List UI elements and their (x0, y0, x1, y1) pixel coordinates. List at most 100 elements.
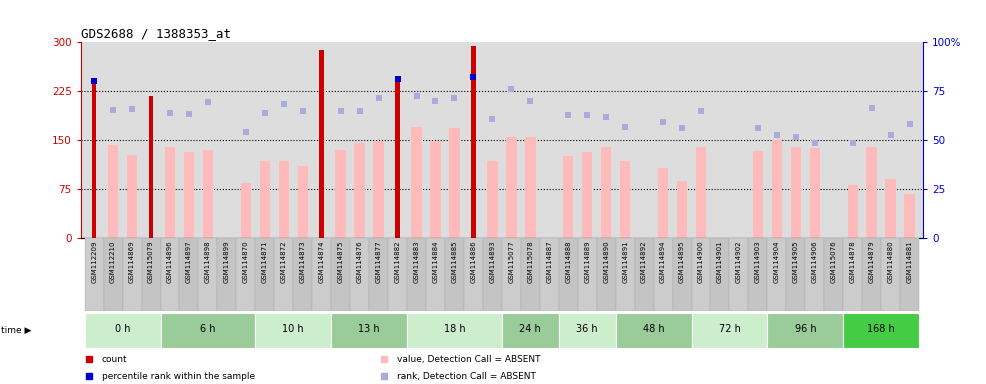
Text: GSM114906: GSM114906 (811, 240, 817, 283)
Bar (806, 238, 824, 311)
Bar (198, 238, 217, 311)
Bar (904, 194, 915, 238)
Bar (203, 150, 213, 238)
Bar (672, 238, 691, 311)
Bar (464, 238, 483, 311)
Bar (615, 313, 691, 348)
Bar (885, 179, 896, 238)
Bar (407, 313, 502, 348)
Bar (848, 185, 858, 238)
Text: GSM114876: GSM114876 (357, 240, 363, 283)
Bar (620, 161, 630, 238)
Bar (691, 238, 711, 311)
Text: 72 h: 72 h (719, 324, 740, 334)
Text: 0 h: 0 h (114, 324, 130, 334)
Bar (445, 238, 464, 311)
Text: GSM112210: GSM112210 (110, 240, 116, 283)
Bar (506, 137, 517, 238)
Bar (142, 238, 161, 311)
Text: GSM115077: GSM115077 (509, 240, 515, 283)
Bar (107, 145, 118, 238)
Bar (426, 238, 445, 311)
Bar (430, 141, 441, 238)
Bar (313, 238, 331, 311)
Text: GSM114887: GSM114887 (546, 240, 552, 283)
Bar (563, 157, 574, 238)
Bar (676, 180, 687, 238)
Text: 36 h: 36 h (577, 324, 599, 334)
Bar (161, 238, 179, 311)
Bar (237, 238, 255, 311)
Text: GSM114879: GSM114879 (869, 240, 875, 283)
Bar (450, 128, 459, 238)
Bar (502, 238, 521, 311)
Bar (354, 143, 365, 238)
Bar (787, 238, 806, 311)
Text: GSM114871: GSM114871 (262, 240, 268, 283)
Bar (483, 238, 502, 311)
Bar (526, 137, 535, 238)
Bar (298, 166, 308, 238)
Text: GSM114873: GSM114873 (300, 240, 306, 283)
Bar (161, 313, 255, 348)
Bar (255, 238, 274, 311)
Bar (471, 46, 476, 238)
Text: GSM114885: GSM114885 (452, 240, 458, 283)
Text: GSM114901: GSM114901 (717, 240, 723, 283)
Bar (122, 238, 142, 311)
Bar (502, 313, 559, 348)
Bar (843, 313, 919, 348)
Text: 6 h: 6 h (200, 324, 216, 334)
Bar (881, 238, 900, 311)
Bar (179, 238, 198, 311)
Text: GSM115078: GSM115078 (528, 240, 533, 283)
Text: count: count (102, 354, 127, 364)
Bar (92, 78, 97, 238)
Bar (149, 96, 154, 238)
Bar (767, 313, 843, 348)
Text: rank, Detection Call = ABSENT: rank, Detection Call = ABSENT (396, 372, 535, 381)
Text: GDS2688 / 1388353_at: GDS2688 / 1388353_at (81, 27, 231, 40)
Text: time ▶: time ▶ (1, 326, 32, 335)
Text: GSM114874: GSM114874 (318, 240, 324, 283)
Text: GSM114893: GSM114893 (489, 240, 495, 283)
Text: GSM114902: GSM114902 (736, 240, 741, 283)
Bar (255, 313, 331, 348)
Bar (900, 238, 919, 311)
Text: GSM115076: GSM115076 (831, 240, 837, 283)
Text: GSM114903: GSM114903 (755, 240, 761, 283)
Text: GSM114884: GSM114884 (433, 240, 439, 283)
Bar (259, 161, 270, 238)
Bar (711, 238, 730, 311)
Bar (752, 151, 763, 238)
Text: GSM115079: GSM115079 (148, 240, 154, 283)
Bar (696, 147, 706, 238)
Bar (350, 238, 369, 311)
Bar (127, 154, 137, 238)
Bar (559, 238, 578, 311)
Bar (615, 238, 635, 311)
Bar (388, 238, 407, 311)
Bar (335, 150, 346, 238)
Bar (810, 148, 820, 238)
Bar (331, 313, 407, 348)
Text: GSM114894: GSM114894 (660, 240, 667, 283)
Text: GSM114875: GSM114875 (337, 240, 344, 283)
Bar (241, 183, 251, 238)
Bar (407, 238, 426, 311)
Bar (319, 50, 324, 238)
Text: value, Detection Call = ABSENT: value, Detection Call = ABSENT (396, 354, 540, 364)
Bar (521, 238, 539, 311)
Bar (600, 147, 611, 238)
Bar (487, 161, 498, 238)
Text: GSM114877: GSM114877 (376, 240, 382, 283)
Text: GSM114898: GSM114898 (205, 240, 211, 283)
Bar (748, 238, 767, 311)
Text: GSM114891: GSM114891 (622, 240, 628, 283)
Text: GSM114889: GSM114889 (585, 240, 591, 283)
Text: GSM114899: GSM114899 (224, 240, 230, 283)
Bar (395, 79, 400, 238)
Bar (843, 238, 862, 311)
Bar (772, 140, 782, 238)
Text: 168 h: 168 h (868, 324, 895, 334)
